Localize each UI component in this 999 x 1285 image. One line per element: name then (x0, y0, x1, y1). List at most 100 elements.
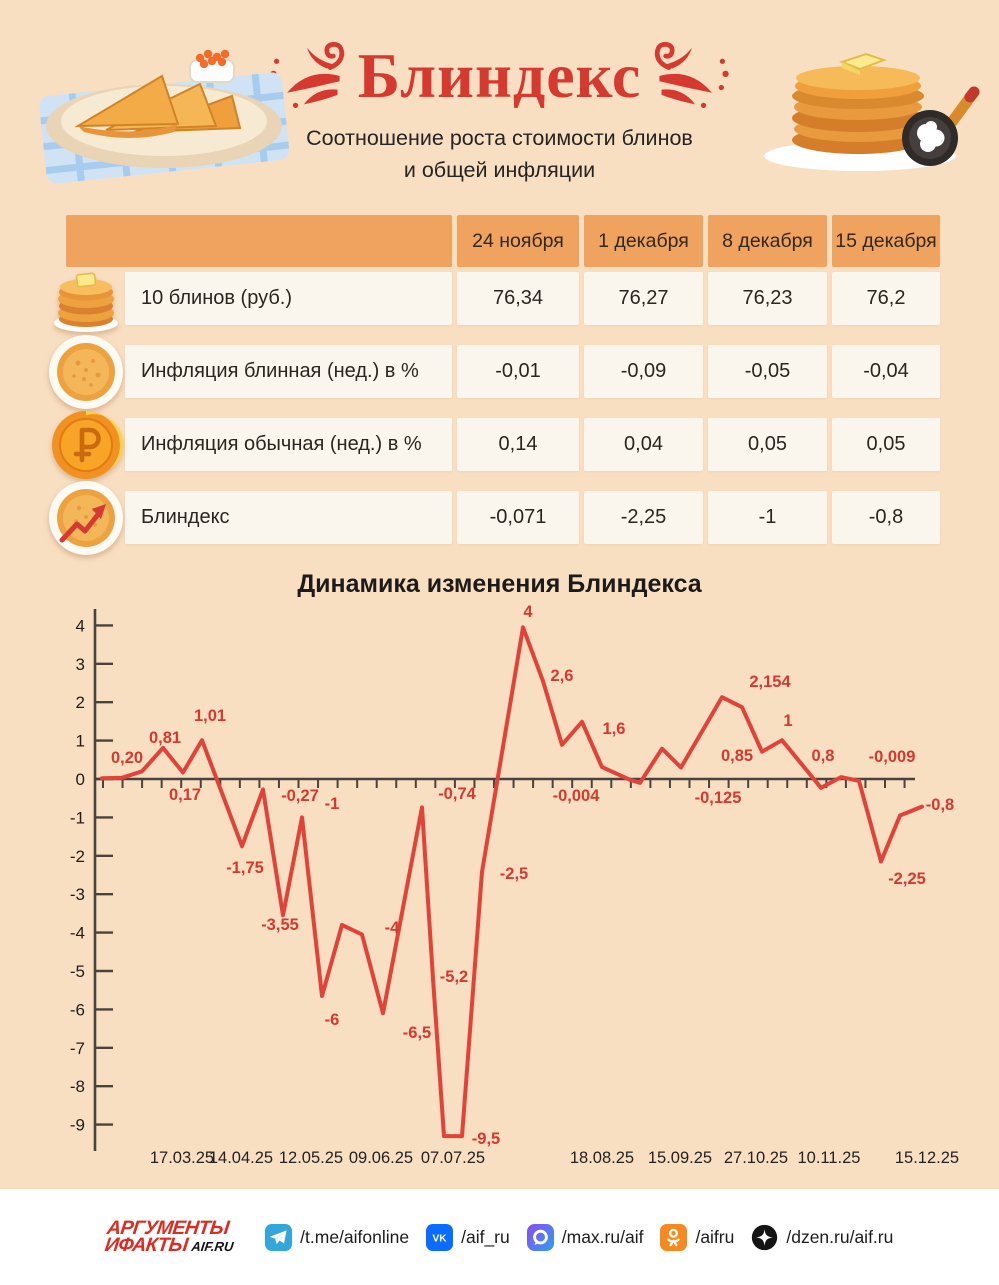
y-tick-label: -9 (70, 1116, 85, 1135)
table-row: Инфляция обычная (нед.) в % 0,14 0,04 0,05 0… (52, 410, 940, 479)
y-tick-label: 4 (76, 616, 85, 635)
x-axis-date-label: 15.09.25 (648, 1149, 712, 1167)
row-label: Блиндекс (125, 491, 452, 544)
row-value: 0,05 (832, 418, 940, 471)
column-header-empty (66, 215, 452, 267)
y-tick-label: -5 (70, 962, 85, 981)
pancake-stack-illustration (764, 52, 980, 171)
social-link[interactable]: /t.me/aifonline (265, 1223, 409, 1251)
page-subtitle: Соотношение роста стоимости блинов и общ… (0, 122, 999, 187)
column-header: 8 декабря (708, 215, 827, 267)
point-label: -0,125 (695, 789, 742, 807)
ok-icon (660, 1223, 688, 1251)
point-label: -0,009 (869, 748, 916, 766)
social-handle: /max.ru/aif (561, 1226, 644, 1247)
row-value: -0,01 (457, 345, 579, 398)
row-label: Инфляция обычная (нед.) в % (125, 418, 452, 471)
point-label: -0,27 (281, 787, 319, 805)
row-value: -0,05 (708, 345, 827, 398)
blindex-icon (48, 480, 124, 556)
x-axis-date-label: 18.08.25 (570, 1149, 634, 1167)
row-value: 0,14 (457, 418, 579, 471)
blindex-line-chart: 43210-1-2-3-4-5-6-7-8-90,200,810,171,01-… (70, 603, 959, 1167)
point-label: 2,6 (551, 667, 574, 685)
crepes-plate-illustration (39, 49, 290, 184)
row-value: -0,8 (832, 491, 940, 544)
telegram-icon (265, 1223, 293, 1251)
y-tick-label: 2 (76, 693, 85, 712)
svg-text:VK: VK (433, 1233, 448, 1244)
aif-logo-suffix: AIF.RU (190, 1239, 234, 1254)
ruble-coin-icon (48, 407, 124, 483)
table-header-row: 24 ноября 1 декабря 8 декабря 15 декабря (66, 215, 940, 267)
y-tick-label: 0 (76, 770, 85, 789)
x-axis-date-label: 12.05.25 (279, 1149, 343, 1167)
column-header: 15 декабря (832, 215, 940, 267)
y-tick-label: 1 (76, 732, 85, 751)
table-body: 10 блинов (руб.) 76,34 76,27 76,23 76,2 Инфля… (49, 272, 940, 555)
point-label: -0,8 (926, 796, 954, 814)
point-label: 0,81 (149, 729, 181, 747)
table-row: Инфляция блинная (нед.) в % -0,01 -0,09 -0,… (49, 334, 940, 409)
aif-logo-line2: ИФАКТЫ (103, 1234, 189, 1256)
aif-logo: АРГУМЕНТЫ ИФАКТЫ AIF.RU (103, 1217, 237, 1256)
row-value: -2,25 (584, 491, 703, 544)
point-label: -9,5 (472, 1130, 500, 1148)
social-link[interactable]: /max.ru/aif (526, 1223, 644, 1251)
social-handle: /aifru (695, 1226, 735, 1247)
x-axis-date-label: 15.12.25 (895, 1149, 959, 1167)
social-link[interactable]: VK/aif_ru (426, 1223, 510, 1251)
social-link[interactable]: /dzen.ru/aif.ru (751, 1224, 893, 1251)
x-axis-date-label: 27.10.25 (724, 1149, 788, 1167)
row-value: 76,34 (457, 272, 579, 325)
blindex-series-line (100, 625, 924, 1139)
x-axis-date-label: 10.11.25 (797, 1149, 860, 1167)
table-row: Блиндекс -0,071 -2,25 -1 -0,8 (49, 480, 940, 555)
point-label: -6,5 (403, 1024, 431, 1042)
point-label: -3,55 (261, 916, 299, 934)
row-value: -0,04 (832, 345, 940, 398)
point-label: -1 (325, 795, 340, 813)
column-header: 1 декабря (584, 215, 703, 267)
row-value: 76,2 (832, 272, 940, 325)
y-tick-label: -8 (70, 1077, 85, 1096)
y-tick-label: 3 (76, 655, 85, 674)
point-label: -0,74 (438, 785, 476, 803)
x-axis-date-label: 17.03.25 (150, 1149, 214, 1167)
row-value: -0,071 (457, 491, 579, 544)
blin-icon (48, 334, 124, 410)
social-handle: /dzen.ru/aif.ru (786, 1226, 894, 1247)
point-label: 4 (523, 603, 533, 621)
blindex-table: 24 ноября 1 декабря 8 декабря 15 декабря 10… (49, 215, 940, 555)
row-value: 0,05 (708, 418, 827, 471)
point-label: 0,17 (169, 786, 201, 804)
flourish-right-icon (655, 42, 729, 109)
chart-title: Динамика изменения Блиндекса (297, 570, 702, 598)
row-value: 76,23 (708, 272, 827, 325)
x-axis-date-label: 14.04.25 (209, 1149, 273, 1167)
y-tick-label: -7 (70, 1039, 85, 1058)
row-value: -0,09 (584, 345, 703, 398)
y-tick-label: -6 (70, 1000, 85, 1019)
point-label: 1,6 (603, 720, 626, 738)
y-tick-label: -3 (70, 885, 85, 904)
x-axis-date-label: 07.07.25 (421, 1149, 485, 1167)
social-links: /t.me/aifonline VK/aif_ru/max.ru/aif/aifr… (265, 1223, 893, 1251)
point-label: 1 (783, 712, 792, 730)
point-label: -1,75 (226, 859, 264, 877)
social-link[interactable]: /aifru (660, 1223, 735, 1251)
row-value: 76,27 (584, 272, 703, 325)
point-label: -2,5 (500, 865, 528, 883)
row-value: -1 (708, 491, 827, 544)
point-label: -5,2 (440, 968, 468, 986)
page-title: Блиндекс (357, 40, 642, 111)
row-label: 10 блинов (руб.) (125, 272, 452, 325)
title-row: Блиндекс (0, 0, 999, 118)
point-label: -4 (385, 919, 400, 937)
point-label: 0,85 (721, 747, 753, 765)
dzen-icon (751, 1224, 778, 1251)
subtitle-line-1: Соотношение роста стоимости блинов (306, 126, 693, 150)
point-label: 1,01 (194, 707, 226, 725)
point-label: 0,20 (111, 749, 143, 767)
